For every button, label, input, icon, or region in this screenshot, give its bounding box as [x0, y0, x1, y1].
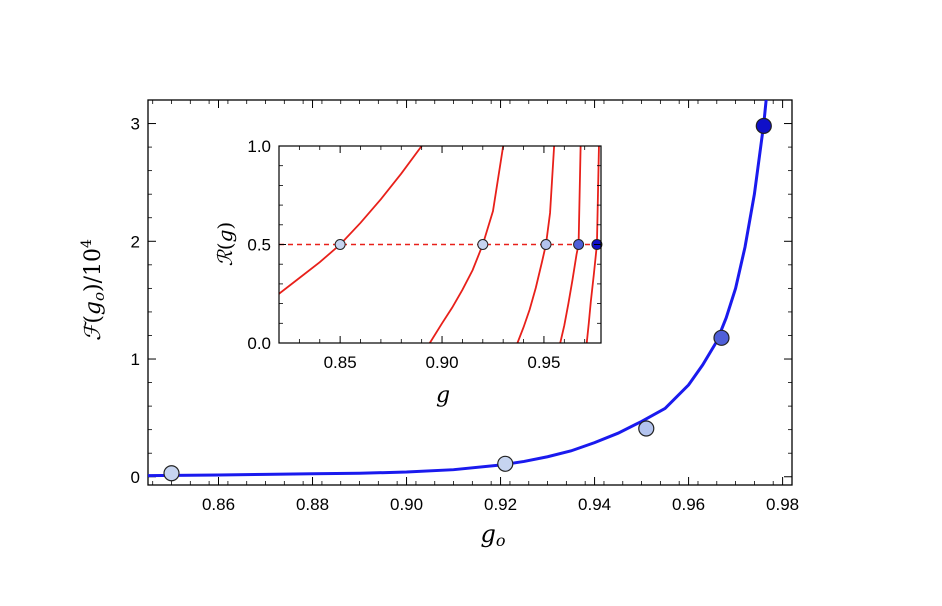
inset-points-layer	[334, 239, 603, 250]
main-data-point	[497, 455, 514, 472]
main-data-point	[163, 465, 180, 482]
main-data-point	[713, 329, 730, 346]
inset-curve	[585, 146, 600, 343]
main-ytick-labels: 0 1 2 3	[131, 115, 140, 487]
inset-xtick-label: 0.85	[324, 353, 357, 372]
inset-data-point	[334, 239, 346, 250]
inset-ytick-label: 0.5	[247, 236, 271, 255]
inset-curve	[429, 146, 505, 343]
main-data-point	[755, 117, 772, 135]
main-ytick-label: 1	[131, 350, 140, 369]
main-y-axis-label: ℱ(go)/104	[79, 239, 108, 341]
main-xtick-label: 0.88	[296, 495, 329, 514]
main-plot: 0.86 0.88 0.90 0.92 0.94 0.96 0.98 0 1 2 3 go ℱ(g…	[79, 99, 799, 550]
main-plot-frame	[147, 99, 793, 486]
main-xtick-label: 0.90	[390, 495, 423, 514]
inset-ytick-labels: 0.0 0.5 1.0	[247, 137, 271, 353]
inset-xtick-labels: 0.85 0.90 0.95	[324, 353, 561, 372]
main-x-axis-label: go	[480, 520, 505, 550]
inset-ytick-label: 0.0	[247, 334, 271, 353]
main-curve	[148, 100, 768, 478]
main-xtick-label: 0.94	[578, 495, 611, 514]
main-ytick-label: 0	[131, 468, 140, 487]
main-ytick-label: 2	[131, 232, 140, 251]
main-points-layer	[163, 117, 772, 482]
inset-xtick-label: 0.90	[425, 353, 458, 372]
main-xtick-label: 0.92	[484, 495, 517, 514]
inset-xtick-label: 0.95	[527, 353, 560, 372]
main-ytick-label: 3	[131, 115, 140, 134]
inset-ticks	[279, 145, 601, 344]
main-xtick-label: 0.98	[766, 495, 799, 514]
main-xtick-label: 0.96	[672, 495, 705, 514]
inset-data-point	[477, 239, 489, 250]
inset-curve	[516, 146, 556, 343]
inset-data-point	[573, 239, 585, 250]
inset-curve	[279, 146, 423, 295]
inset-ytick-label: 1.0	[247, 137, 271, 156]
inset-plot: 0.85 0.90 0.95 0.0 0.5 1.0 g ℛ(g)	[213, 137, 603, 408]
main-xtick-label: 0.86	[202, 495, 235, 514]
main-xtick-labels: 0.86 0.88 0.90 0.92 0.94 0.96 0.98	[202, 495, 799, 514]
inset-data-point	[540, 239, 552, 250]
main-curve-layer	[148, 100, 768, 478]
inset-x-axis-label: g	[436, 383, 450, 408]
inset-y-axis-label: ℛ(g)	[213, 222, 237, 266]
main-data-point	[638, 420, 655, 437]
